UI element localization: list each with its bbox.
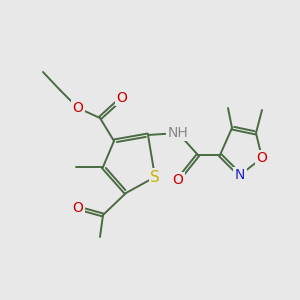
Text: S: S — [150, 169, 160, 184]
Text: O: O — [73, 201, 83, 215]
Text: O: O — [172, 173, 183, 187]
Text: NH: NH — [168, 126, 188, 140]
Text: O: O — [256, 151, 267, 165]
Text: N: N — [235, 168, 245, 182]
Text: O: O — [117, 91, 128, 105]
Text: O: O — [73, 101, 83, 115]
